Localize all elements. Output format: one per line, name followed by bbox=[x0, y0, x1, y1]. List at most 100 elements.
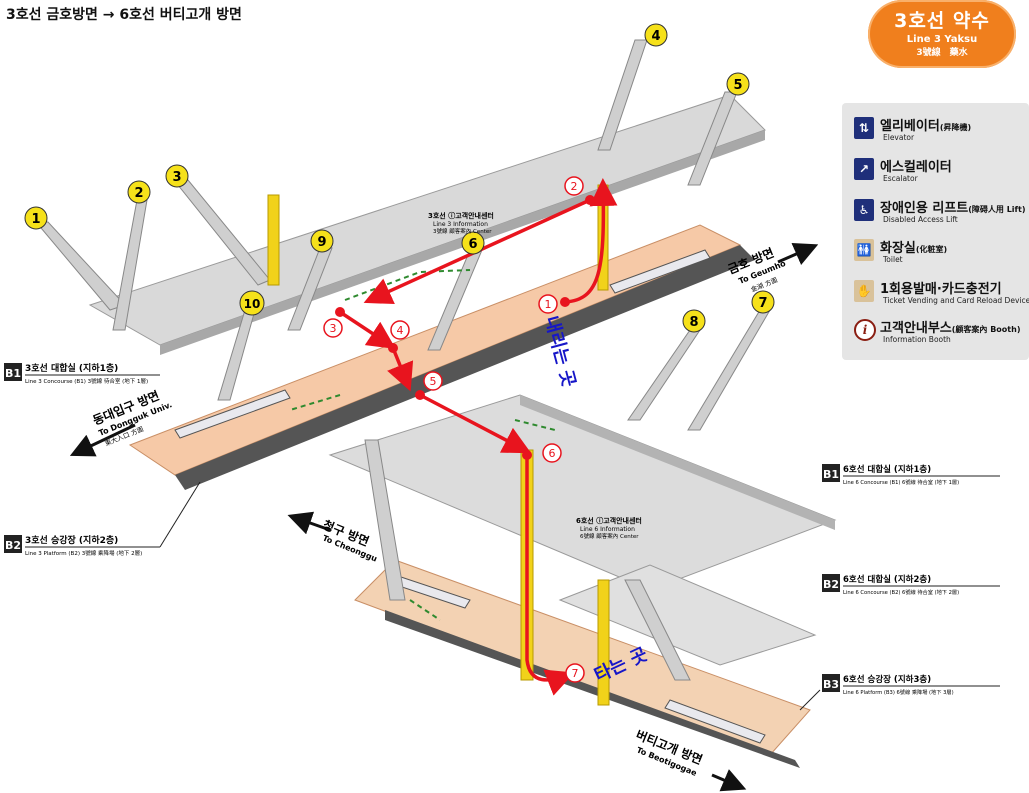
line3-train-west bbox=[174, 389, 291, 439]
level-line6-b3: B3 6호선 승강장 (지하3층) Line 6 Platform (B3) 6… bbox=[822, 674, 1000, 696]
legend-label: 엘리베이터 bbox=[880, 119, 940, 134]
line6-train-south bbox=[664, 699, 766, 744]
walkway-paths bbox=[289, 269, 556, 621]
level-line6-b2: B2 6호선 대합실 (지하2층) Line 6 Concourse (B2) … bbox=[822, 574, 1000, 596]
exit-7: 7 bbox=[751, 290, 775, 314]
step-marker-1: 1 bbox=[538, 294, 558, 314]
legend-item-elevator: ⇅ 엘리베이터(昇降機) Elevator bbox=[854, 115, 1026, 149]
step-marker-7: 7 bbox=[565, 663, 585, 683]
step-marker-label: 4 bbox=[397, 324, 404, 337]
legend-label-en: Elevator bbox=[883, 133, 915, 142]
legend-item-toilet: 🚻 화장실(化粧室) Toilet bbox=[854, 237, 1026, 271]
step-marker-6: 6 bbox=[542, 443, 562, 463]
exit-number: 4 bbox=[651, 29, 660, 44]
legend-label: 1회용발매·카드충전기 bbox=[880, 282, 1002, 297]
level-sub: Line 3 Concourse (B1) 3號線 待合室 (地下 1層) bbox=[25, 377, 148, 385]
level-sub: Line 6 Concourse (B2) 6號線 待合室 (地下 2層) bbox=[843, 588, 959, 596]
line3-train-east bbox=[609, 249, 711, 294]
level-line3-b1: B1 3호선 대합실 (지하1층) Line 3 Concourse (B1) … bbox=[4, 362, 160, 385]
line3-track bbox=[175, 245, 755, 490]
elevator-icon: ⇅ bbox=[854, 117, 874, 139]
elevator-shaft-exit bbox=[267, 194, 280, 286]
level-sub: Line 6 Platform (B3) 6號線 乘降場 (地下 3層) bbox=[843, 688, 954, 696]
information-icon: i bbox=[854, 319, 876, 341]
elevator-shaft-line6-east bbox=[597, 579, 610, 706]
exit-5: 5 bbox=[726, 72, 750, 96]
level-badge: B1 bbox=[823, 468, 839, 481]
legend-label-en: Disabled Access Lift bbox=[883, 215, 958, 224]
legend-label-en: Information Booth bbox=[883, 335, 951, 344]
legend-label-cn: (障碍人用 Lift) bbox=[968, 205, 1026, 214]
step-marker-label: 6 bbox=[549, 447, 556, 460]
exit-1: 1 bbox=[24, 206, 48, 230]
exit-number: 7 bbox=[758, 296, 767, 311]
step-marker-4: 4 bbox=[390, 320, 410, 340]
legend-label: 장애인용 리프트 bbox=[880, 201, 969, 216]
legend-label-cn: (顧客案內 Booth) bbox=[951, 325, 1021, 334]
info-center-line3-sub: 3號線 顧客案內 Center bbox=[433, 227, 492, 235]
level-line6-b1: B1 6호선 대합실 (지하1층) Line 6 Concourse (B1) … bbox=[822, 464, 1000, 486]
legend-panel: ⇅ 엘리베이터(昇降機) Elevator ↗ 에스컬레이터 Escalator… bbox=[842, 103, 1029, 360]
exit-2: 2 bbox=[127, 180, 151, 204]
level-label: 3호선 대합실 (지하1층) bbox=[25, 362, 118, 374]
exit-number: 5 bbox=[733, 78, 742, 93]
station-badge: 3호선 약수 Line 3 Yaksu 3號線 藥水 bbox=[868, 0, 1016, 68]
exit-number: 2 bbox=[134, 186, 143, 201]
step-marker-label: 5 bbox=[430, 375, 437, 388]
direction-cheonggu: 청구 방면 To Cheonggu bbox=[287, 511, 379, 564]
exit-number: 10 bbox=[244, 297, 261, 311]
exit-9: 9 bbox=[310, 229, 334, 253]
exit-10: 10 bbox=[239, 290, 265, 316]
info-center-line3-ko: 3호선 ⓘ고객안내센터 bbox=[428, 211, 494, 220]
step-marker-label: 2 bbox=[571, 180, 578, 193]
station-name-ko: 3호선 약수 bbox=[894, 10, 990, 32]
exit-6: 6 bbox=[461, 231, 485, 255]
wheelchair-lift-icon: ♿ bbox=[854, 199, 874, 221]
legend-item-escalator: ↗ 에스컬레이터 Escalator bbox=[854, 156, 1026, 190]
exit-number: 6 bbox=[468, 237, 477, 252]
level-badge: B1 bbox=[5, 367, 21, 380]
step-marker-label: 3 bbox=[330, 322, 337, 335]
legend-item-ticket: ✋ 1회용발매·카드충전기 Ticket Vending and Card Re… bbox=[854, 278, 1029, 312]
exit-3: 3 bbox=[165, 164, 189, 188]
level-sub: Line 3 Platform (B2) 3號線 乘降場 (地下 2層) bbox=[25, 549, 142, 557]
step-marker-2: 2 bbox=[564, 176, 584, 196]
legend-item-info: i 고객안내부스(顧客案內 Booth) Information Booth bbox=[854, 317, 1026, 351]
station-name-en: Line 3 Yaksu bbox=[906, 34, 978, 45]
line3-concourse-slab bbox=[88, 94, 766, 346]
route-nodes bbox=[335, 195, 595, 460]
level-label: 6호선 승강장 (지하3층) bbox=[843, 674, 931, 685]
legend-label-en: Escalator bbox=[883, 174, 918, 183]
level-badge: B2 bbox=[5, 539, 21, 552]
level-label: 3호선 승강장 (지하2층) bbox=[25, 534, 118, 546]
exit-8: 8 bbox=[682, 309, 706, 333]
leader-line bbox=[159, 481, 201, 548]
ticket-vending-icon: ✋ bbox=[854, 280, 874, 302]
info-center-line3-en: Line 3 Information bbox=[433, 221, 488, 228]
exit-number: 3 bbox=[172, 170, 181, 185]
level-line3-b2: B2 3호선 승강장 (지하2층) Line 3 Platform (B2) 3… bbox=[4, 534, 160, 557]
step-marker-5: 5 bbox=[423, 371, 443, 391]
level-label: 6호선 대합실 (지하1층) bbox=[843, 464, 931, 475]
legend-label: 화장실 bbox=[880, 241, 916, 256]
legend-label-en: Ticket Vending and Card Reload Device bbox=[883, 296, 1029, 305]
step-marker-3: 3 bbox=[323, 318, 343, 338]
exit-number: 9 bbox=[317, 235, 326, 250]
station-name-cn: 3號線 藥水 bbox=[916, 48, 968, 58]
line6-track bbox=[385, 610, 800, 768]
step-marker-label: 1 bbox=[545, 298, 552, 311]
level-sub: Line 6 Concourse (B1) 6號線 待合室 (地下 1層) bbox=[843, 478, 959, 486]
info-center-line6-ko: 6호선 ⓘ고객안내센터 bbox=[576, 516, 642, 525]
legend-label: 고객안내부스 bbox=[880, 321, 952, 336]
exit-number: 1 bbox=[31, 212, 40, 227]
route-title: 3호선 금호방면 → 6호선 버티고개 방면 bbox=[6, 7, 242, 23]
line6-concourse-b1-edge bbox=[520, 395, 835, 530]
legend-label: 에스컬레이터 bbox=[880, 160, 952, 175]
escalator-icon: ↗ bbox=[854, 158, 874, 180]
level-badge: B3 bbox=[823, 678, 839, 691]
level-badge: B2 bbox=[823, 578, 839, 591]
legend-label-en: Toilet bbox=[883, 255, 903, 264]
toilet-icon: 🚻 bbox=[854, 239, 874, 261]
leader-line bbox=[799, 689, 821, 711]
